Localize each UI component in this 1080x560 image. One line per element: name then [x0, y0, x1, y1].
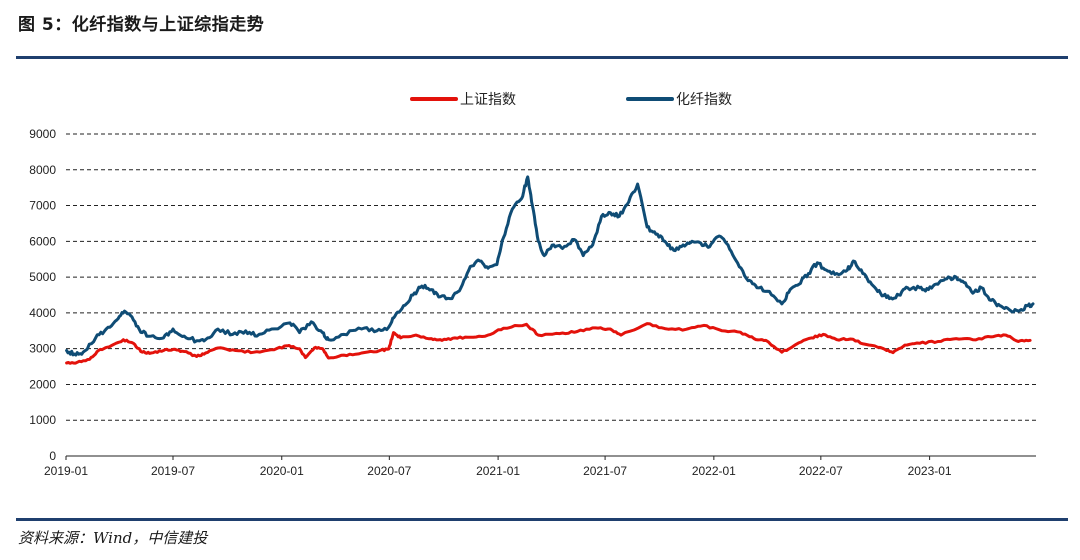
bottom-divider: [16, 518, 1068, 521]
y-tick-label-2000: 2000: [29, 377, 56, 391]
y-tick-label-6000: 6000: [29, 234, 56, 248]
x-tick-label-2021-07: 2021-07: [583, 464, 627, 478]
x-axis: 2019-01 2019-07 2020-01 2020-07 2021-01 2021-…: [44, 455, 1036, 478]
y-tick-label-0: 0: [49, 449, 56, 463]
legend: 上证指数 化纤指数: [410, 92, 732, 108]
x-tick-label-2021-01: 2021-01: [476, 464, 520, 478]
line-chart: 0 1000 2000 3000 4000 5000 6000 7000 8000 9000 20…: [29, 92, 1036, 478]
x-tick-label-2023-01: 2023-01: [908, 464, 952, 478]
figure-title: 图 5：化纤指数与上证综指走势: [18, 15, 265, 35]
legend-label-shanghai-index: 上证指数: [460, 92, 516, 108]
y-tick-label-5000: 5000: [29, 270, 56, 284]
series-line-shanghai-index: [65, 322, 1032, 365]
x-tick-label-2020-07: 2020-07: [367, 464, 411, 478]
x-tick-label-2019-07: 2019-07: [151, 464, 195, 478]
x-tick-label-2020-01: 2020-01: [260, 464, 304, 478]
y-axis-ticks: 0 1000 2000 3000 4000 5000 6000 7000 8000 9000: [29, 127, 56, 463]
y-tick-label-1000: 1000: [29, 413, 56, 427]
y-tick-label-8000: 8000: [29, 163, 56, 177]
x-tick-label-2022-01: 2022-01: [692, 464, 736, 478]
y-tick-label-3000: 3000: [29, 342, 56, 356]
series-line-chemical-fiber-index: [65, 175, 1035, 357]
top-divider: [16, 56, 1068, 59]
y-tick-label-9000: 9000: [29, 127, 56, 141]
x-tick-label-2022-07: 2022-07: [799, 464, 843, 478]
y-tick-label-4000: 4000: [29, 306, 56, 320]
y-tick-label-7000: 7000: [29, 199, 56, 213]
x-tick-label-2019-01: 2019-01: [44, 464, 88, 478]
series-lines: [65, 175, 1035, 365]
source-note: 资料来源：Wind，中信建投: [18, 529, 208, 547]
legend-label-chemical-fiber-index: 化纤指数: [676, 92, 732, 108]
gridlines: [66, 133, 1036, 421]
